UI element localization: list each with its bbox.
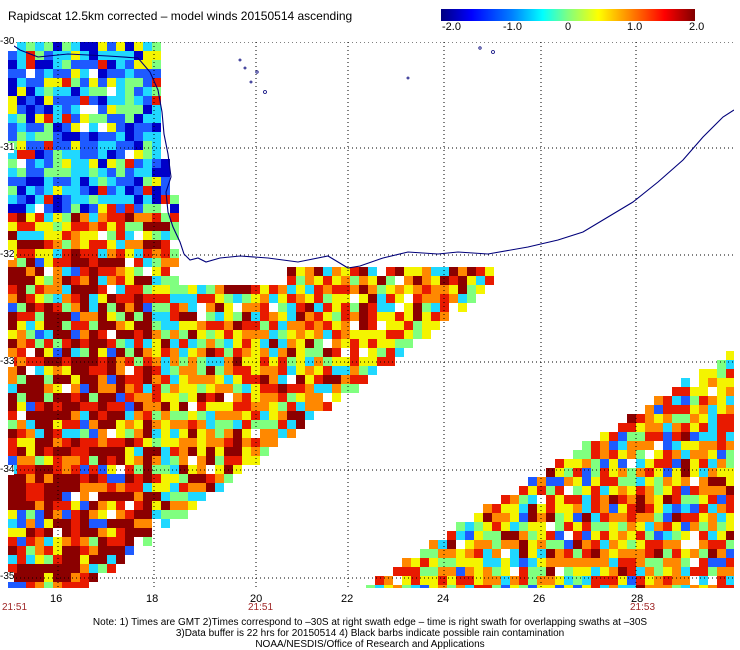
- colorbar-tick-label: -1.0: [503, 21, 522, 33]
- colorbar-tick-label: -2.0: [442, 21, 461, 33]
- colorbar-tick-label: 2.0: [689, 21, 705, 33]
- longitude-label: 16: [50, 593, 63, 605]
- longitude-label: 18: [146, 593, 159, 605]
- islands: [238, 46, 495, 94]
- latitude-label: -35: [0, 571, 15, 582]
- scatterometer-swath: [8, 42, 734, 588]
- colorbar-tick-label: 0: [565, 21, 572, 33]
- latitude-label: -30: [0, 36, 15, 47]
- longitude-label: 24: [437, 593, 450, 605]
- footer-note-line-2: 3)Data buffer is 22 hrs for 20150514 4) …: [175, 628, 565, 639]
- wind-map: [8, 42, 734, 588]
- latitude-label: -31: [0, 142, 15, 153]
- longitude-label: 20: [250, 593, 263, 605]
- swath-time-label: 21:53: [630, 602, 656, 613]
- footer-note-line-3: NOAA/NESDIS/Office of Research and Appli…: [255, 639, 485, 650]
- swath-time-label: 21:51: [248, 602, 274, 613]
- swath-time-label: 21:51: [2, 602, 28, 613]
- latitude-label: -32: [0, 249, 15, 260]
- coastline: [8, 42, 734, 269]
- longitude-label: 22: [341, 593, 354, 605]
- map-title: Rapidscat 12.5km corrected – model winds…: [8, 9, 353, 23]
- latitude-label: -34: [0, 464, 15, 475]
- longitude-label: 26: [533, 593, 546, 605]
- longitude-label: 28: [631, 593, 644, 605]
- lat-lon-grid: [8, 42, 734, 588]
- colorbar-tick-label: 1.0: [627, 21, 643, 33]
- colorbar: [441, 9, 695, 21]
- latitude-label: -33: [0, 356, 15, 367]
- footer-note-line-1: Note: 1) Times are GMT 2)Times correspon…: [92, 617, 648, 628]
